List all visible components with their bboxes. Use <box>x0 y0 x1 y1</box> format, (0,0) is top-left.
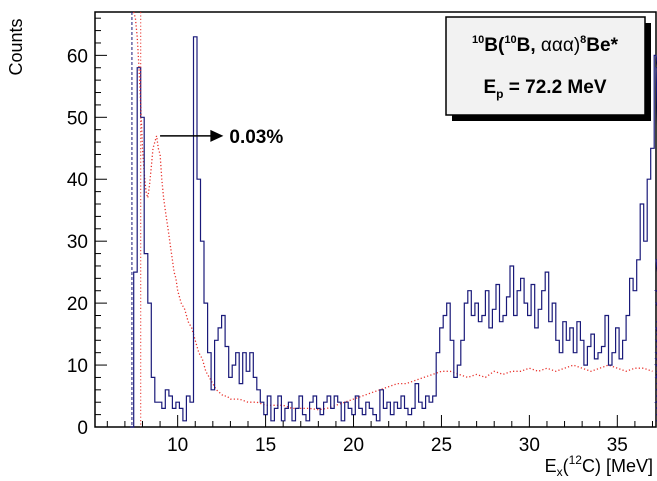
x-axis-title: Ex(12C) [MeV] <box>545 453 653 479</box>
x-tick-label: 35 <box>607 435 628 456</box>
y-tick-label: 30 <box>67 232 88 253</box>
y-tick-label: 10 <box>67 356 88 377</box>
annotation-arrow-head <box>210 129 224 142</box>
legend-box: 10B(10B, ααα)8Be* Ep = 72.2 MeV <box>445 16 651 121</box>
x-tick-label: 20 <box>343 435 364 456</box>
x-tick-label: 30 <box>519 435 540 456</box>
annotation: 0.03% <box>160 127 283 148</box>
x-tick-label: 25 <box>431 435 452 456</box>
histogram-line <box>130 36 657 428</box>
y-tick-label: 60 <box>67 46 88 67</box>
legend-reaction: 10B(10B, ααα)8Be* <box>472 34 619 56</box>
x-tick-label: 10 <box>167 435 188 456</box>
y-axis-title: Counts <box>6 18 26 75</box>
y-axis-ticks: 0 10 20 30 40 50 60 <box>67 17 107 439</box>
threshold-lines <box>131 12 142 427</box>
x-axis-ticks: 10 15 20 25 30 35 <box>106 415 653 456</box>
y-tick-label: 20 <box>67 294 88 315</box>
legend-energy: Ep = 72.2 MeV <box>483 77 606 101</box>
annotation-label: 0.03% <box>229 127 283 148</box>
y-tick-label: 50 <box>67 108 88 129</box>
series-red-dotted <box>133 11 653 411</box>
series-blue-histogram <box>130 36 657 428</box>
y-tick-label: 40 <box>67 170 88 191</box>
red-curve-line <box>133 11 653 411</box>
x-tick-label: 15 <box>255 435 276 456</box>
y-tick-label: 0 <box>77 418 88 439</box>
